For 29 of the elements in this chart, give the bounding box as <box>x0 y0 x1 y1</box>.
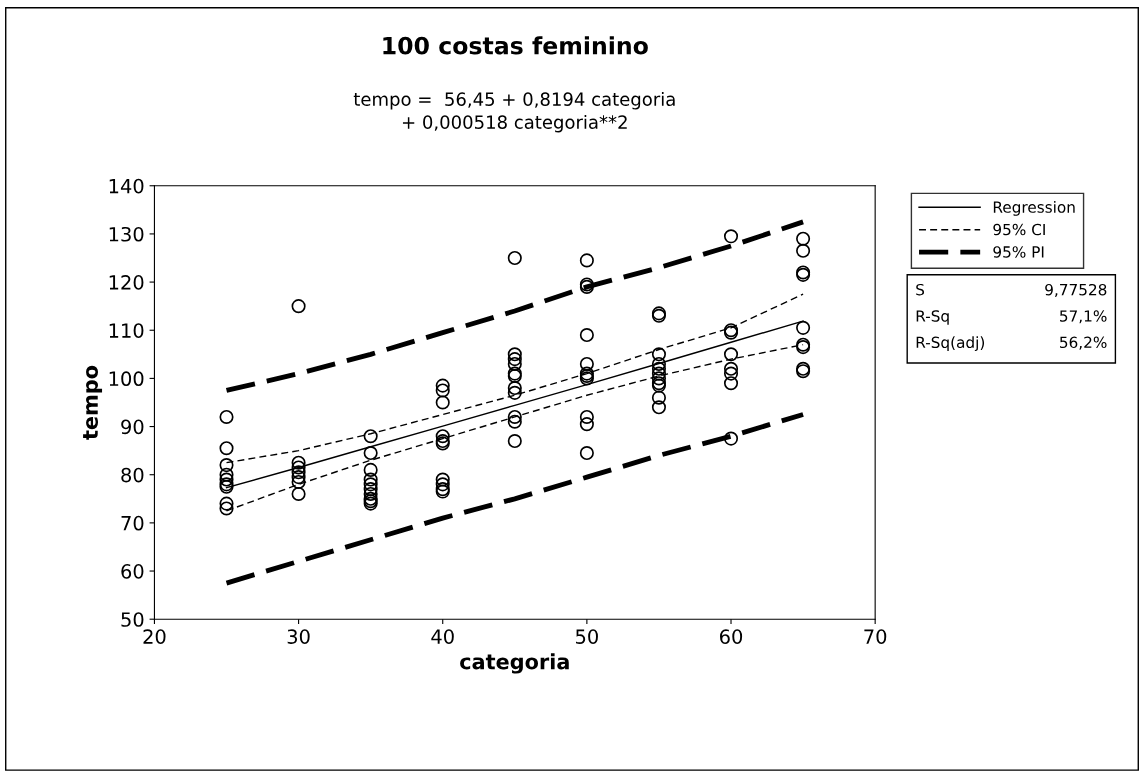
y-tick-label: 140 <box>109 178 144 194</box>
y-tick-label: 80 <box>121 467 144 483</box>
x-tick-label: 20 <box>143 629 166 644</box>
text: 57,1% <box>1060 310 1107 324</box>
text: S <box>916 283 925 296</box>
y-tick-label: 60 <box>121 564 144 579</box>
x-tick-label: 40 <box>431 629 454 644</box>
text: R-Sq <box>916 310 949 325</box>
chart-subtitle: tempo = 56,45 + 0,8194 categoria + 0,000518 categoria**2 <box>353 92 675 133</box>
y-tick-label: 120 <box>109 275 144 290</box>
text: R-Sq(adj) <box>916 336 985 352</box>
y-tick-label: 110 <box>109 323 144 338</box>
x-tick-label: 50 <box>576 629 598 644</box>
text: 56,2% <box>1060 336 1107 350</box>
x-tick-label: 70 <box>864 629 887 644</box>
legend-label: Regression <box>993 201 1075 216</box>
y-tick-label: 90 <box>121 419 144 435</box>
legend-label: 95% PI <box>993 246 1044 258</box>
chart-title: 100 costas feminino <box>383 36 648 55</box>
legend-label: 95% CI <box>993 223 1045 236</box>
y-tick-label: 130 <box>109 226 144 242</box>
x-tick-label: 30 <box>287 629 310 644</box>
y-tick-label: 70 <box>121 515 144 531</box>
y-axis-title: tempo <box>83 365 103 440</box>
y-tick-label: 50 <box>121 612 144 627</box>
text: 9,77528 <box>1045 283 1107 298</box>
x-tick-label: 60 <box>720 629 743 644</box>
x-axis-title: categoria <box>460 653 569 674</box>
y-tick-label: 100 <box>109 371 144 387</box>
